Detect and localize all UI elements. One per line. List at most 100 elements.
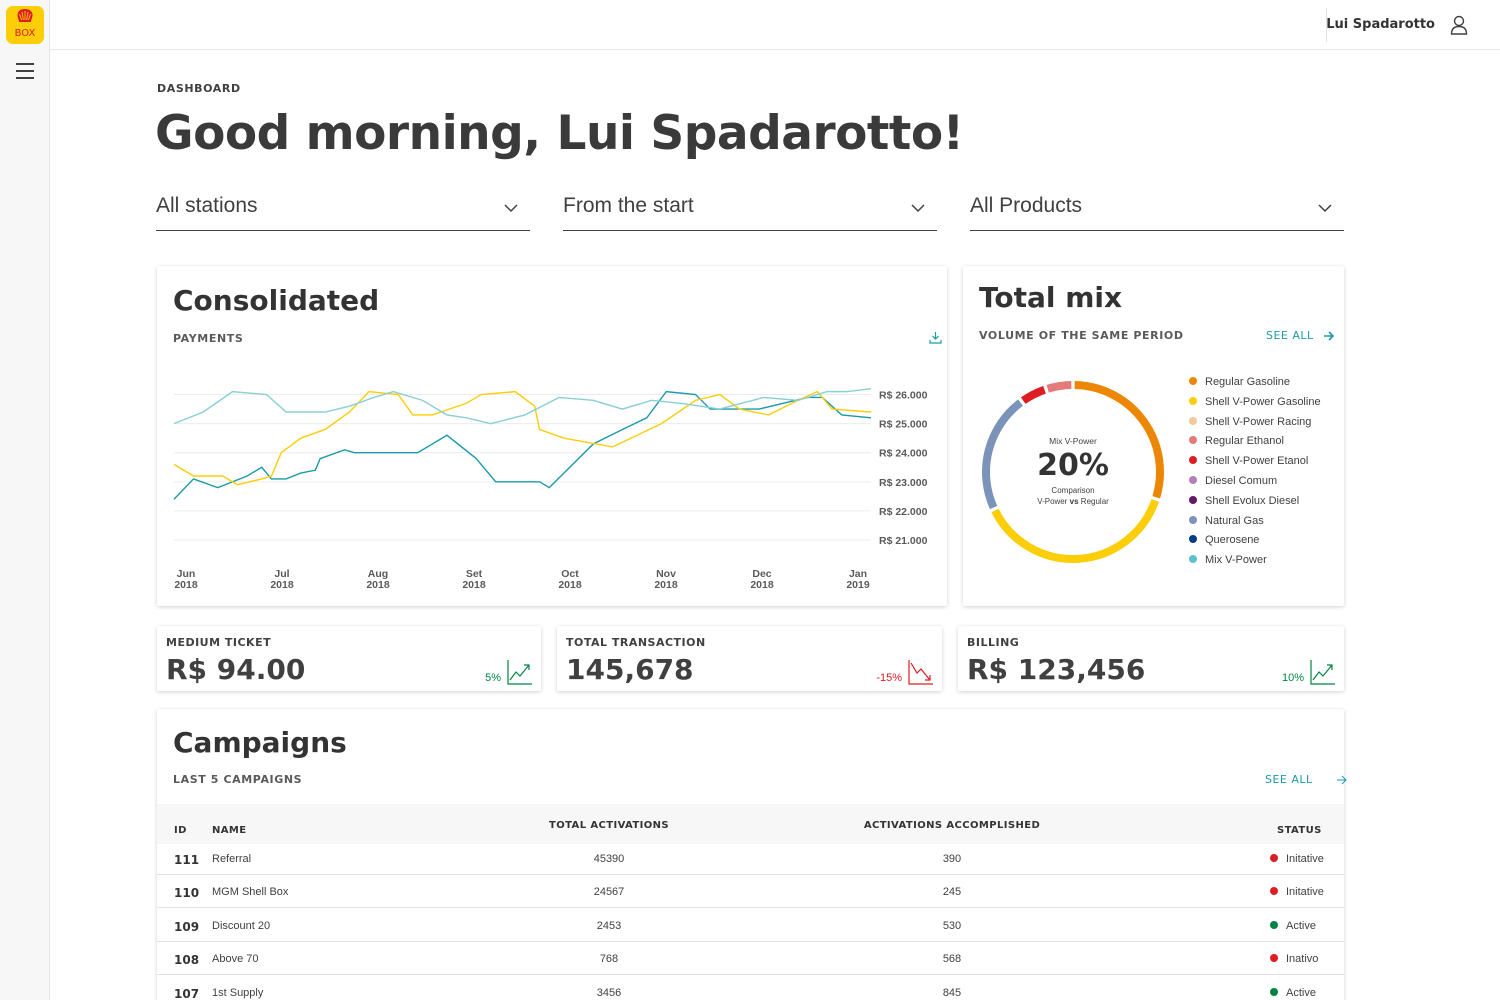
x-tick-month: Jun bbox=[177, 568, 196, 580]
legend-dot bbox=[1189, 515, 1197, 524]
products-filter[interactable]: All Products bbox=[970, 186, 1344, 231]
donut-slice bbox=[1046, 381, 1072, 393]
consolidated-card bbox=[157, 266, 947, 606]
x-tick-year: 2018 bbox=[558, 579, 582, 591]
status-label: Initative bbox=[1286, 853, 1324, 865]
user-name[interactable]: Lui Spadarotto bbox=[1326, 17, 1435, 32]
status-label: Active bbox=[1286, 919, 1316, 932]
filter-value: All Products bbox=[970, 194, 1083, 217]
legend-label: Regular Ethanol bbox=[1205, 435, 1284, 448]
download-icon[interactable] bbox=[929, 331, 942, 344]
x-tick-year: 2018 bbox=[750, 579, 774, 591]
x-tick-year: 2018 bbox=[366, 579, 390, 591]
legend-item: Shell Evolux Diesel bbox=[1189, 494, 1299, 508]
table-row[interactable]: 107 1st Supply 3456 845 Active bbox=[157, 976, 1344, 1000]
status-label: Initative bbox=[1286, 886, 1324, 899]
legend-item: Regular Gasoline bbox=[1189, 375, 1290, 389]
legend-label: Shell Evolux Diesel bbox=[1205, 494, 1300, 507]
kpi-label: BILLING bbox=[967, 636, 1020, 649]
row-id: 107 bbox=[174, 986, 200, 1000]
kpi-total-transaction: TOTAL TRANSACTION 145,678 -15% bbox=[557, 626, 942, 691]
campaigns-card bbox=[157, 709, 1344, 1000]
trend-up-icon bbox=[1310, 660, 1335, 685]
legend-label: Mix V-Power bbox=[1205, 554, 1267, 567]
legend-item: Shell V-Power Gasoline bbox=[1189, 395, 1321, 409]
page-title: Good morning, Lui Spadarotto! bbox=[155, 106, 964, 161]
status-label: Inativo bbox=[1286, 953, 1319, 966]
filter-value: From the start bbox=[563, 194, 694, 217]
arrow-right-icon bbox=[1323, 331, 1334, 341]
total-mix-title: Total mix bbox=[979, 281, 1123, 314]
col-id: ID bbox=[174, 825, 187, 836]
trend-up-icon bbox=[507, 660, 532, 685]
consolidated-subtitle: PAYMENTS bbox=[173, 332, 244, 345]
row-status: Initative bbox=[1270, 886, 1324, 898]
kpi-change: 10% bbox=[1281, 672, 1304, 684]
kpi-value: R$ 94.00 bbox=[166, 653, 306, 686]
x-tick-month: Oct bbox=[561, 568, 579, 580]
table-row[interactable]: 108 Above 70 768 568 Inativo bbox=[157, 942, 1344, 976]
status-dot-icon bbox=[1270, 887, 1278, 896]
donut-slice bbox=[1020, 386, 1046, 404]
hamburger-menu-icon[interactable] bbox=[16, 63, 34, 79]
chevron-down-icon bbox=[1318, 204, 1332, 213]
topbar-divider bbox=[1326, 8, 1327, 42]
legend-dot bbox=[1189, 495, 1197, 504]
kpi-label: TOTAL TRANSACTION bbox=[566, 636, 706, 649]
x-tick-month: Set bbox=[466, 568, 483, 580]
row-name: 1st Supply bbox=[212, 986, 264, 999]
table-row[interactable]: 109 Discount 20 2453 530 Active bbox=[157, 909, 1344, 942]
row-name: Above 70 bbox=[212, 953, 259, 966]
row-activations-accomplished: 245 bbox=[942, 886, 962, 899]
table-row[interactable]: 111 Referral 45390 390 Initative bbox=[157, 842, 1344, 875]
consolidated-title: Consolidated bbox=[173, 284, 380, 317]
stations-filter[interactable]: All stations bbox=[156, 186, 530, 231]
filter-value: All stations bbox=[156, 194, 258, 217]
y-tick-label: R$ 21.000 bbox=[879, 535, 928, 547]
status-label: Active bbox=[1286, 986, 1316, 999]
period-filter[interactable]: From the start bbox=[563, 186, 937, 231]
legend-label: Shell V-Power Racing bbox=[1205, 415, 1312, 428]
legend-dot bbox=[1189, 377, 1197, 386]
x-tick-month: Dec bbox=[752, 568, 771, 580]
kpi-billing: BILLING R$ 123,456 10% bbox=[958, 626, 1344, 691]
kpi-value: 145,678 bbox=[566, 653, 694, 686]
shell-box-logo[interactable]: BOX bbox=[6, 6, 44, 44]
legend-item: Natural Gas bbox=[1189, 514, 1264, 528]
legend-item: Querosene bbox=[1189, 533, 1259, 547]
row-status: Active bbox=[1270, 987, 1316, 999]
chevron-down-icon bbox=[504, 204, 518, 213]
row-total-activations: 3456 bbox=[596, 986, 622, 999]
row-name: MGM Shell Box bbox=[212, 886, 289, 899]
legend-item: Shell V-Power Racing bbox=[1189, 415, 1311, 429]
series-line bbox=[173, 388, 872, 425]
donut-center-caption: Comparison V-Power vs Regular bbox=[1013, 485, 1133, 507]
row-total-activations: 768 bbox=[599, 953, 619, 966]
legend-dot bbox=[1189, 416, 1197, 425]
x-tick-month: Nov bbox=[656, 568, 676, 580]
shell-pecten-icon bbox=[17, 9, 33, 22]
mix-see-all-link[interactable]: SEE ALL bbox=[1266, 329, 1335, 342]
row-id: 109 bbox=[174, 919, 200, 934]
x-tick-year: 2018 bbox=[462, 579, 486, 591]
y-tick-label: R$ 24.000 bbox=[879, 448, 928, 460]
row-status: Active bbox=[1270, 920, 1316, 932]
legend-item: Regular Ethanol bbox=[1189, 434, 1284, 448]
user-icon[interactable] bbox=[1450, 15, 1468, 35]
table-row[interactable]: 110 MGM Shell Box 24567 245 Initative bbox=[157, 875, 1344, 909]
mix-donut-chart bbox=[982, 381, 1164, 563]
legend-dot bbox=[1189, 555, 1197, 564]
arrow-right-icon bbox=[1336, 775, 1347, 785]
kpi-medium-ticket: MEDIUM TICKET R$ 94.00 5% bbox=[157, 626, 541, 691]
legend-item: Shell V-Power Etanol bbox=[1189, 454, 1308, 468]
chevron-down-icon bbox=[911, 204, 925, 213]
campaigns-see-all-link[interactable]: SEE ALL bbox=[1265, 773, 1348, 786]
top-bar: Lui Spadarotto bbox=[50, 0, 1500, 50]
legend-dot bbox=[1189, 456, 1197, 465]
status-dot-icon bbox=[1270, 987, 1278, 996]
x-tick-year: 2018 bbox=[270, 579, 294, 591]
legend-label: Shell V-Power Etanol bbox=[1205, 455, 1309, 468]
legend-dot bbox=[1189, 396, 1197, 405]
y-tick-label: R$ 25.000 bbox=[879, 419, 928, 431]
row-activations-accomplished: 530 bbox=[942, 919, 962, 932]
